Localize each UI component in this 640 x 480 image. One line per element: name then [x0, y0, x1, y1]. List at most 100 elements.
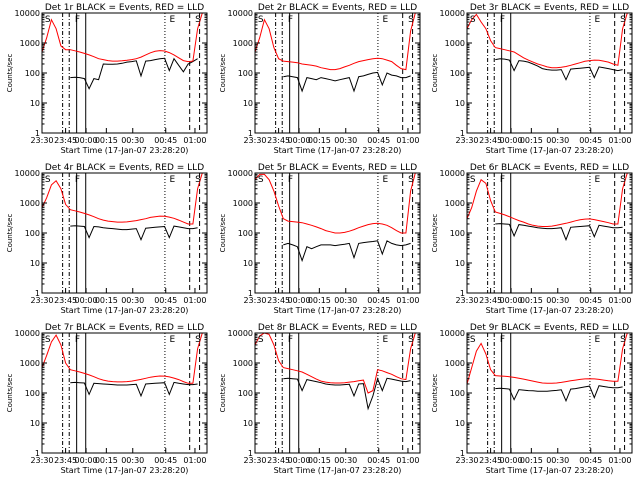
phase-marker-label: F	[500, 15, 505, 25]
panel-title: Det 8r BLACK = Events, RED = LLD	[258, 323, 417, 333]
lld-series-line	[254, 12, 420, 71]
y-tick-label: 10000	[228, 329, 253, 338]
phase-marker-label: S	[408, 335, 414, 345]
x-tick-label: 00:30	[121, 456, 144, 465]
y-tick-label: 100	[25, 69, 40, 78]
x-tick-label: 00:00	[500, 296, 523, 305]
phase-marker-label: F	[75, 335, 80, 345]
x-tick-label: 01:00	[183, 296, 206, 305]
phase-marker-label: F	[288, 175, 293, 185]
x-tick-label: 00:45	[154, 456, 177, 465]
lld-series-line	[466, 172, 632, 227]
y-tick-label: 1000	[233, 199, 253, 208]
y-tick-label: 100	[450, 229, 465, 238]
y-tick-label: 10000	[15, 9, 40, 18]
y-tick-label: 1000	[20, 359, 40, 368]
x-tick-label: 00:30	[334, 136, 357, 145]
x-tick-label: 23:30	[243, 456, 266, 465]
phase-marker-label: E	[170, 15, 176, 25]
y-tick-label: 10	[455, 99, 465, 108]
y-axis-label: Counts/sec	[6, 54, 14, 93]
phase-marker-label: S	[258, 15, 264, 25]
y-tick-label: 10000	[228, 169, 253, 178]
phase-marker-label: S	[258, 175, 264, 185]
phase-marker-label: S	[620, 335, 626, 345]
x-tick-label: 01:00	[608, 136, 631, 145]
plot-frame	[466, 172, 633, 294]
y-axis-label: Counts/sec	[219, 214, 227, 253]
x-tick-label: 01:00	[183, 136, 206, 145]
phase-marker-label: S	[45, 175, 51, 185]
y-tick-label: 1000	[233, 39, 253, 48]
phase-marker-label: S	[470, 335, 476, 345]
phase-marker-label: E	[170, 335, 176, 345]
x-tick-label: 00:15	[308, 456, 331, 465]
x-tick-label: 23:45	[479, 456, 502, 465]
y-tick-label: 1	[248, 129, 253, 138]
phase-marker-label: E	[170, 175, 176, 185]
x-tick-label: 01:00	[608, 296, 631, 305]
x-axis-label: Start Time (17-Jan-07 23:28:20)	[486, 146, 614, 155]
x-tick-label: 00:00	[75, 136, 98, 145]
panel-title: Det 1r BLACK = Events, RED = LLD	[45, 3, 204, 13]
y-tick-label: 100	[25, 389, 40, 398]
y-tick-label: 10	[455, 419, 465, 428]
plot-frame	[254, 12, 421, 134]
y-axis-label: Counts/sec	[431, 214, 439, 253]
x-tick-label: 00:15	[308, 296, 331, 305]
y-tick-label: 10000	[15, 169, 40, 178]
y-tick-label: 1	[35, 449, 40, 458]
phase-marker-label: E	[383, 175, 389, 185]
x-tick-label: 00:30	[546, 136, 569, 145]
x-tick-label: 00:15	[520, 456, 543, 465]
events-series-line	[495, 385, 623, 403]
x-tick-label: 00:15	[520, 296, 543, 305]
x-tick-label: 01:00	[396, 136, 419, 145]
panel-title: Det 5r BLACK = Events, RED = LLD	[258, 163, 417, 173]
x-tick-label: 01:00	[396, 456, 419, 465]
x-axis-label: Start Time (17-Jan-07 23:28:20)	[61, 466, 189, 475]
y-tick-label: 1000	[20, 199, 40, 208]
x-tick-label: 00:30	[121, 296, 144, 305]
plot-frame	[254, 332, 421, 454]
x-tick-label: 23:30	[455, 136, 478, 145]
y-tick-label: 1000	[20, 39, 40, 48]
y-tick-label: 100	[450, 69, 465, 78]
events-series-line	[70, 225, 198, 242]
y-tick-label: 100	[25, 229, 40, 238]
y-axis-label: Counts/sec	[431, 54, 439, 93]
x-tick-label: 23:45	[54, 136, 77, 145]
events-series-line	[283, 71, 411, 93]
x-tick-label: 23:30	[30, 136, 53, 145]
panel-title: Det 9r BLACK = Events, RED = LLD	[470, 323, 629, 333]
x-tick-label: 00:45	[367, 136, 390, 145]
x-tick-label: 23:30	[30, 456, 53, 465]
x-axis-label: Start Time (17-Jan-07 23:28:20)	[486, 306, 614, 315]
y-tick-label: 1000	[233, 359, 253, 368]
plot-frame	[466, 332, 633, 454]
y-tick-label: 1	[35, 129, 40, 138]
y-tick-label: 100	[450, 389, 465, 398]
x-tick-label: 00:00	[75, 456, 98, 465]
x-tick-label: 01:00	[396, 296, 419, 305]
x-tick-label: 00:15	[95, 456, 118, 465]
lld-series-line	[254, 332, 420, 394]
lld-series-line	[41, 172, 207, 225]
panel-title: Det 6r BLACK = Events, RED = LLD	[470, 163, 629, 173]
plot-frame	[41, 12, 208, 134]
lld-series-line	[41, 12, 207, 63]
phase-marker-label: S	[45, 15, 51, 25]
phase-marker-label: E	[595, 175, 601, 185]
x-tick-label: 00:45	[579, 296, 602, 305]
x-tick-label: 23:45	[267, 456, 290, 465]
x-tick-label: 00:00	[288, 136, 311, 145]
phase-marker-label: F	[75, 15, 80, 25]
x-tick-label: 23:45	[267, 136, 290, 145]
